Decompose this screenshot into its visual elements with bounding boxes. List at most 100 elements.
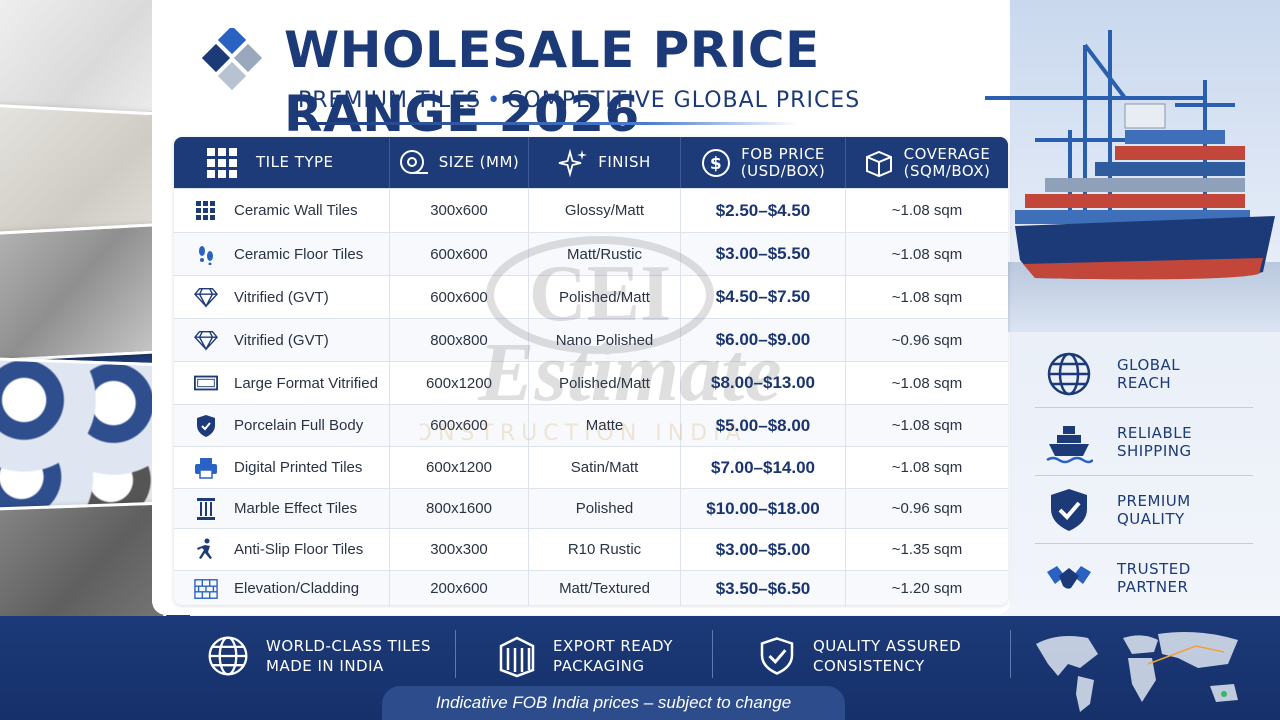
col-header-fob-price: $ FOB PRICE (USD/BOX) — [681, 137, 846, 188]
subtitle-separator: • — [487, 88, 502, 113]
cell-coverage: ~1.08 sqm — [891, 202, 963, 219]
table-row: Ceramic Wall Tiles 300x600 Glossy/Matt $2.5… — [174, 188, 1008, 232]
cell-size: 300x300 — [390, 529, 529, 570]
cell-coverage: ~1.08 sqm — [891, 459, 963, 476]
cell-tile-type: Anti-Slip Floor Tiles — [174, 529, 390, 570]
globe-icon — [1047, 352, 1091, 395]
diamond-icon — [194, 328, 218, 352]
feature-reliable-shipping: RELIABLE SHIPPING — [1035, 408, 1253, 476]
footer-divider — [455, 630, 456, 678]
page-subtitle: PREMIUM TILES • COMPETITIVE GLOBAL PRICES — [298, 86, 938, 116]
cell-price: $3.50–$6.50 — [681, 571, 846, 605]
cell-finish: Polished/Matt — [529, 362, 681, 404]
cell-size: 800x800 — [390, 319, 529, 361]
cell-coverage: ~1.08 sqm — [891, 245, 963, 263]
table-row: Anti-Slip Floor Tiles 300x300 R10 Rustic $3… — [174, 528, 1008, 570]
cell-price: $3.00–$5.50 — [681, 233, 846, 275]
cell-price: $10.00–$18.00 — [681, 489, 846, 528]
tile-type-label: Vitrified (GVT) — [234, 331, 329, 349]
large-slab-icon — [194, 371, 218, 395]
diamond-logo-icon — [201, 28, 263, 91]
printer-icon — [194, 456, 218, 480]
brick-wall-icon — [194, 577, 218, 601]
shield-icon — [194, 414, 218, 438]
cell-finish: Satin/Matt — [529, 447, 681, 488]
cell-price: $6.00–$9.00 — [681, 319, 846, 361]
grey-marble-tile-swatch — [0, 222, 169, 364]
svg-text:$: $ — [710, 154, 722, 174]
col-header-coverage: COVERAGE (SQM/BOX) — [846, 137, 1008, 188]
grid-icon — [207, 147, 237, 178]
cell-finish: Polished — [529, 489, 681, 528]
shield-check-icon — [1051, 488, 1087, 531]
subtitle-right: COMPETITIVE GLOBAL PRICES — [507, 88, 861, 113]
subtitle-left: PREMIUM TILES — [298, 88, 482, 113]
tile-type-label: Porcelain Full Body — [234, 417, 364, 434]
cell-tile-type: Ceramic Floor Tiles — [174, 233, 390, 275]
col-header-size: SIZE (MM) — [390, 137, 529, 188]
shield-check-icon — [760, 637, 794, 675]
diamond-icon — [194, 285, 218, 309]
price-table: TILE TYPE SIZE (MM) FINISH $ FOB PRICE (U… — [174, 137, 1008, 605]
patterned-tile-swatch — [0, 356, 163, 524]
table-row: Marble Effect Tiles 800x1600 Polished $10.0… — [174, 488, 1008, 528]
cargo-ship-icon — [985, 30, 1275, 280]
table-body: Ceramic Wall Tiles 300x600 Glossy/Matt $2.5… — [174, 188, 1008, 605]
tile-type-label: Ceramic Wall Tiles — [234, 202, 358, 219]
cell-tile-type: Elevation/Cladding — [174, 571, 390, 605]
cell-finish: Matte — [529, 405, 681, 446]
dollar-icon: $ — [701, 148, 730, 177]
cell-price: $3.00–$5.00 — [681, 529, 846, 570]
price-disclaimer: Indicative FOB India prices – subject to… — [382, 686, 845, 720]
cell-finish: Glossy/Matt — [529, 189, 681, 232]
feature-trusted-partner: TRUSTED PARTNER — [1035, 544, 1253, 612]
footer-item-export-ready: EXPORT READY PACKAGING — [497, 634, 743, 678]
tiles-icon — [194, 199, 218, 223]
tile-type-label: Anti-Slip Floor Tiles — [234, 541, 364, 558]
cell-size: 300x600 — [390, 189, 529, 232]
cell-coverage: ~0.96 sqm — [891, 331, 963, 349]
cell-size: 600x600 — [390, 233, 529, 275]
cell-size: 600x1200 — [390, 362, 529, 404]
cell-finish: Nano Polished — [529, 319, 681, 361]
cell-size: 800x1600 — [390, 489, 529, 528]
cell-tile-type: Digital Printed Tiles — [174, 447, 390, 488]
cell-coverage: ~1.08 sqm — [891, 417, 963, 434]
cell-price: $5.00–$8.00 — [681, 405, 846, 446]
feature-list: GLOBAL REACH RELIABLE SHIPPING PREMIUM QUAL… — [1035, 340, 1253, 612]
footer-divider — [712, 630, 713, 678]
column-icon — [194, 497, 218, 521]
cell-coverage: ~1.08 sqm — [891, 374, 963, 392]
col-header-tile-type: TILE TYPE — [174, 137, 390, 188]
cell-coverage: ~0.96 sqm — [891, 500, 963, 517]
footer-divider — [1010, 630, 1011, 678]
cell-price: $7.00–$14.00 — [681, 447, 846, 488]
cell-tile-type: Large Format Vitrified — [174, 362, 390, 404]
cell-tile-type: Vitrified (GVT) — [174, 276, 390, 318]
cell-tile-type: Vitrified (GVT) — [174, 319, 390, 361]
cell-tile-type: Marble Effect Tiles — [174, 489, 390, 528]
tile-type-label: Vitrified (GVT) — [234, 288, 329, 306]
cell-size: 600x600 — [390, 405, 529, 446]
handshake-icon — [1047, 566, 1091, 589]
table-row: Elevation/Cladding 200x600 Matt/Textured $3… — [174, 570, 1008, 605]
tape-measure-icon — [399, 149, 428, 174]
footprints-icon — [194, 242, 218, 266]
tile-type-label: Ceramic Floor Tiles — [234, 245, 364, 263]
world-map-icon — [1036, 632, 1238, 712]
cell-size: 600x1200 — [390, 447, 529, 488]
anti-slip-icon — [194, 538, 218, 562]
feature-global-reach: GLOBAL REACH — [1035, 340, 1253, 408]
cell-coverage: ~1.20 sqm — [891, 580, 963, 597]
footer-item-world-class: WORLD-CLASS TILES MADE IN INDIA — [206, 634, 456, 678]
cell-coverage: ~1.08 sqm — [891, 288, 963, 306]
table-row: Vitrified (GVT) 600x600 Polished/Matt $4.50… — [174, 275, 1008, 318]
cell-size: 200x600 — [390, 571, 529, 605]
feature-premium-quality: PREMIUM QUALITY — [1035, 476, 1253, 544]
ship-icon — [1046, 425, 1093, 463]
col-header-finish: FINISH — [529, 137, 681, 188]
cell-tile-type: Porcelain Full Body — [174, 405, 390, 446]
box-icon — [865, 150, 892, 177]
cell-price: $4.50–$7.50 — [681, 276, 846, 318]
title-underline — [298, 122, 798, 125]
